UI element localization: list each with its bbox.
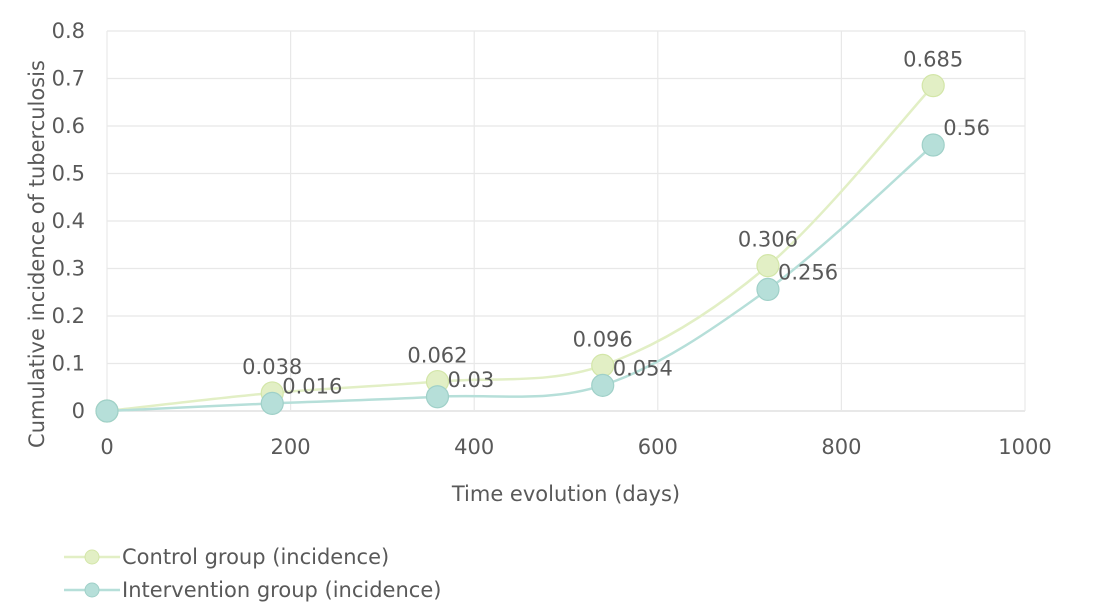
data-point — [260, 391, 284, 415]
legend-label-intervention: Intervention group (incidence) — [122, 577, 442, 602]
data-label: 0.685 — [903, 48, 963, 72]
series-line-1 — [106, 144, 935, 413]
legend: Control group (incidence) Intervention g… — [62, 540, 441, 606]
legend-item-control: Control group (incidence) — [62, 540, 441, 573]
data-label: 0.03 — [447, 368, 494, 392]
data-label: 0.096 — [573, 327, 633, 351]
x-tick-label: 0 — [100, 435, 113, 459]
legend-swatch-intervention — [64, 582, 120, 597]
data-point — [756, 277, 780, 301]
y-tick-label: 0 — [72, 399, 85, 423]
x-axis-title: Time evolution (days) — [451, 482, 680, 506]
data-point — [591, 373, 615, 397]
y-axis-title: Cumulative incidence of tuberculosis — [25, 60, 49, 448]
legend-swatch-control — [64, 549, 120, 564]
data-point — [425, 385, 450, 409]
data-point — [921, 74, 945, 98]
line-chart: 0 0.1 0.2 0.3 0.4 0.5 0.6 0.7 0.8 0 200 400 600 800 10… — [25, 19, 1052, 506]
legend-item-intervention: Intervention group (incidence) — [62, 573, 441, 606]
data-label: 0.054 — [613, 356, 673, 380]
series-line-0 — [106, 84, 935, 413]
x-tick-label: 400 — [454, 435, 494, 459]
x-tick-label: 800 — [821, 435, 861, 459]
x-tick-label: 600 — [638, 435, 678, 459]
y-tick-label: 0.4 — [52, 209, 85, 233]
x-tick-label: 1000 — [998, 435, 1051, 459]
data-point — [756, 254, 780, 278]
y-tick-label: 0.2 — [52, 304, 85, 328]
legend-marker-intervention — [84, 582, 100, 597]
y-tick-label: 0.7 — [52, 67, 85, 91]
y-tick-label: 0.3 — [52, 257, 85, 281]
legend-label-control: Control group (incidence) — [122, 544, 390, 569]
data-point — [591, 353, 615, 377]
data-point — [95, 399, 119, 423]
data-label: 0.062 — [407, 344, 467, 368]
data-label: 0.56 — [943, 116, 990, 140]
data-label: 0.256 — [778, 260, 838, 284]
x-tick-label: 200 — [271, 435, 311, 459]
y-tick-label: 0.8 — [52, 19, 85, 43]
data-label: 0.038 — [242, 355, 302, 379]
data-label: 0.016 — [282, 374, 342, 398]
y-tick-label: 0.5 — [52, 162, 85, 186]
legend-marker-control — [84, 549, 100, 564]
y-tick-label: 0.6 — [52, 114, 85, 138]
y-tick-label: 0.1 — [52, 352, 85, 376]
data-label: 0.306 — [738, 228, 798, 252]
data-point — [921, 133, 945, 157]
